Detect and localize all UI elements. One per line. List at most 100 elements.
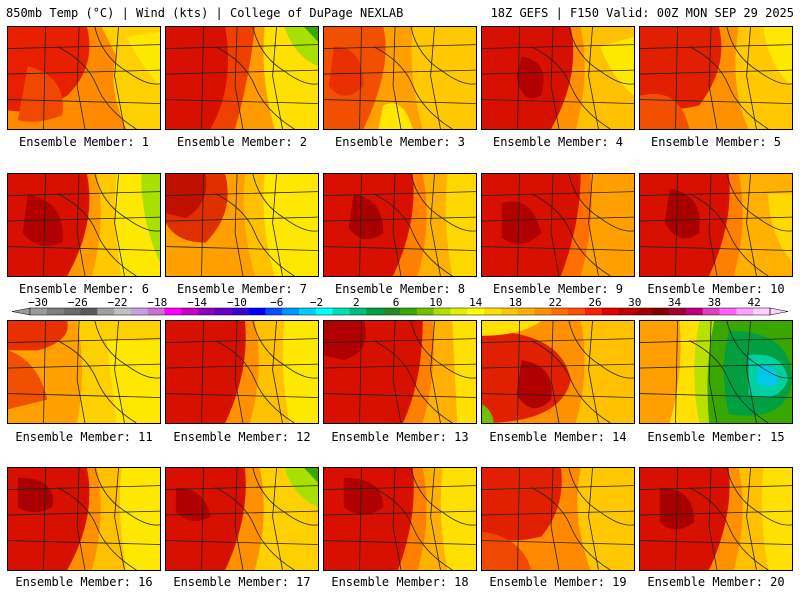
ensemble-member-label: Ensemble Member: 3: [334, 135, 466, 149]
temperature-colorbar: −30 −26 −22 −18 −14 −10 −6 −2 2 6 10 14 18 22 26 30 34 38…: [11, 296, 789, 316]
temperature-contour-region: [482, 404, 494, 423]
colorbar-segment: [349, 308, 367, 315]
ensemble-member-label: Ensemble Member: 16: [15, 575, 153, 589]
state-borders: [324, 321, 476, 423]
colorbar-tick-label: 6: [393, 296, 400, 309]
colorbar-segment: [282, 308, 300, 315]
temperature-field: [640, 468, 792, 570]
colorbar-segment: [400, 308, 418, 315]
state-borders: [482, 321, 634, 423]
ensemble-member-label: Ensemble Member: 20: [647, 575, 785, 589]
colorbar-segment: [753, 308, 771, 315]
colorbar-segment: [601, 308, 619, 315]
temperature-contour-region: [768, 193, 792, 263]
temperature-field: [482, 321, 634, 423]
temperature-contour-region: [763, 27, 792, 86]
colorbar-segment: [198, 308, 216, 315]
colorbar-tick-label: −18: [147, 296, 167, 309]
colorbar-segment: [551, 308, 569, 315]
temperature-contour-region: [445, 174, 476, 276]
colorbar-segment: [500, 308, 519, 315]
colorbar-segment: [63, 308, 81, 315]
temperature-field: [166, 174, 318, 276]
temperature-contour-region: [348, 193, 384, 240]
colorbar-segment: [450, 308, 468, 315]
colorbar-max-arrow: [769, 307, 789, 316]
temperature-contour-region: [761, 468, 792, 570]
ensemble-map-panel: [639, 26, 793, 130]
colorbar-segment: [147, 308, 165, 315]
temperature-contour-region: [284, 468, 318, 508]
colorbar-segment: [568, 308, 586, 315]
ensemble-map-panel: [7, 467, 161, 571]
ensemble-member-label: Ensemble Member: 19: [489, 575, 627, 589]
temperature-contour-region: [119, 468, 160, 570]
colorbar-tick-label: 34: [668, 296, 682, 309]
state-borders: [8, 27, 160, 129]
temperature-field: [166, 321, 318, 423]
temperature-field: [482, 27, 634, 129]
temperature-field: [8, 174, 160, 276]
ensemble-map-panel: [481, 467, 635, 571]
ensemble-member-label: Ensemble Member: 6: [18, 282, 150, 296]
temperature-field: [640, 27, 792, 129]
colorbar-tick-label: 26: [588, 296, 601, 309]
colorbar-segment: [332, 308, 350, 315]
colorbar-segment: [517, 308, 535, 315]
colorbar-segment: [416, 308, 434, 315]
ensemble-map-panel: [165, 320, 319, 424]
ensemble-map-panel: [7, 26, 161, 130]
ensemble-map-panel: [165, 467, 319, 571]
colorbar-segment: [265, 308, 283, 315]
colorbar-tick-label: 10: [429, 296, 442, 309]
ensemble-map-panel: [639, 173, 793, 277]
temperature-contour-region: [516, 56, 544, 99]
colorbar-tick-label: −22: [108, 296, 128, 309]
ensemble-member-label: Ensemble Member: 13: [331, 430, 469, 444]
colorbar-segment: [299, 308, 317, 315]
colorbar-tick-label: −26: [68, 296, 88, 309]
colorbar-segment: [97, 308, 115, 315]
colorbar-tick-label: −2: [310, 296, 323, 309]
colorbar-segment: [635, 308, 653, 315]
ensemble-member-label: Ensemble Member: 11: [15, 430, 153, 444]
state-borders: [8, 321, 160, 423]
colorbar-segment: [231, 308, 249, 315]
state-borders: [8, 468, 160, 570]
temperature-contour-region: [17, 477, 53, 513]
temperature-field: [324, 468, 476, 570]
colorbar-segment: [215, 308, 233, 315]
temperature-contour-region: [501, 201, 542, 245]
state-borders: [482, 27, 634, 129]
temperature-contour-region: [411, 27, 476, 129]
temperature-contour-region: [756, 365, 779, 387]
state-borders: [640, 321, 792, 423]
colorbar-segment: [248, 308, 266, 315]
temperature-contour-region: [640, 27, 722, 109]
colorbar-segment: [130, 308, 149, 315]
colorbar-segment: [618, 308, 636, 315]
colorbar-tick-label: 38: [708, 296, 721, 309]
colorbar-segment: [467, 308, 485, 315]
temperature-contour-region: [166, 174, 207, 219]
state-borders: [324, 27, 476, 129]
colorbar-segment: [685, 308, 704, 315]
ensemble-member-label: Ensemble Member: 1: [18, 135, 150, 149]
ensemble-map-panel: [639, 320, 793, 424]
temperature-field: [8, 468, 160, 570]
colorbar-segment: [46, 308, 64, 315]
colorbar-tick-label: 42: [748, 296, 761, 309]
ensemble-map-panel: [323, 320, 477, 424]
ensemble-member-label: Ensemble Member: 18: [331, 575, 469, 589]
temperature-field: [324, 321, 476, 423]
temperature-contour-region: [8, 321, 68, 351]
colorbar-min-arrow: [11, 307, 31, 316]
colorbar-segment: [585, 308, 603, 315]
ensemble-member-label: Ensemble Member: 15: [647, 430, 785, 444]
map-title: 850mb Temp (°C) | Wind (kts) | College o…: [6, 6, 404, 20]
ensemble-member-label: Ensemble Member: 17: [173, 575, 311, 589]
temperature-contour-region: [17, 66, 63, 122]
temperature-contour-region: [600, 36, 634, 96]
colorbar-outline: [29, 307, 771, 316]
temperature-contour-region: [640, 93, 690, 129]
